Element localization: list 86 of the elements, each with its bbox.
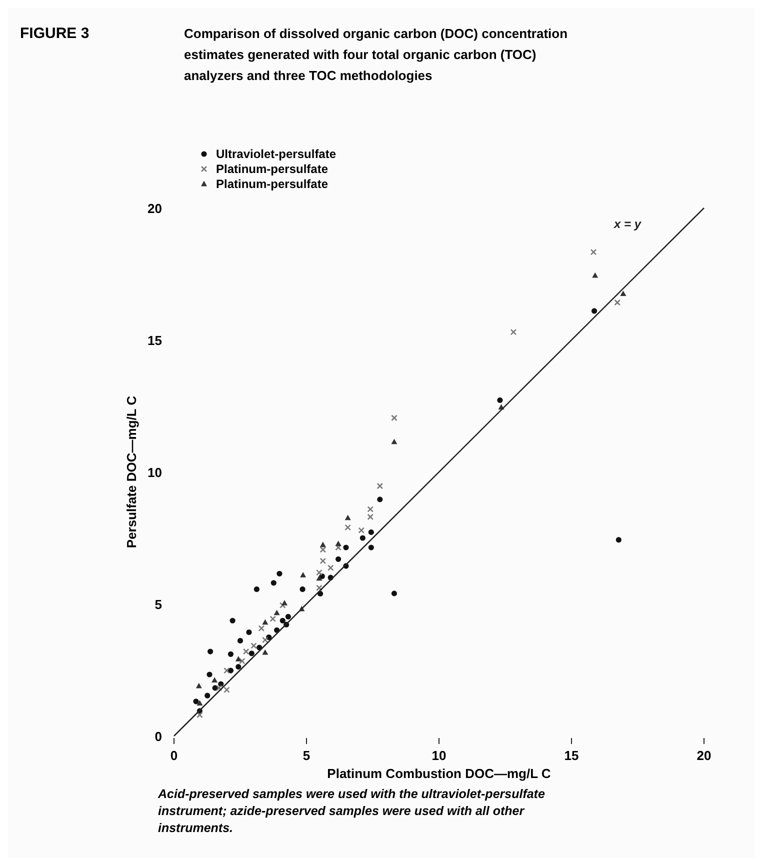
point (236, 664, 242, 670)
point (327, 564, 334, 571)
point (208, 648, 214, 654)
point (196, 700, 203, 706)
y-tick-label: 5 (154, 597, 162, 612)
x-tick-label: 15 (564, 748, 579, 763)
point (343, 544, 349, 550)
point (592, 272, 598, 278)
y-tick-label: 15 (148, 333, 162, 348)
point (285, 614, 292, 620)
x-tick-label: 20 (696, 748, 712, 763)
point (336, 556, 342, 562)
point (212, 677, 218, 682)
point (320, 542, 326, 548)
point (258, 625, 265, 632)
point (316, 575, 322, 581)
point (510, 328, 517, 336)
point (368, 544, 374, 550)
text: x = y (613, 217, 642, 231)
legend-label: Platinum-persulfate (216, 177, 328, 191)
point (316, 584, 322, 592)
chart-subtitle: Comparison of dissolved organic carbon (DOC) concentration estimates generated with four total organic carbon (TOC) analyzers and three TOC methodologies (184, 26, 568, 83)
point (242, 648, 250, 655)
point (270, 616, 276, 622)
point (262, 619, 268, 625)
point (224, 667, 230, 674)
point (358, 527, 365, 534)
point (270, 580, 276, 586)
point (274, 610, 280, 616)
y-tick-label: 0 (154, 729, 162, 744)
x-tick-label: 0 (170, 748, 178, 763)
point (262, 649, 268, 655)
point (280, 618, 286, 624)
point (254, 586, 260, 592)
point (317, 590, 324, 597)
point (300, 572, 306, 578)
point (238, 658, 246, 664)
point (196, 712, 203, 718)
point (300, 586, 306, 592)
point (335, 544, 342, 551)
point (320, 558, 326, 564)
y-tick-label: 20 (148, 201, 162, 216)
point (250, 642, 257, 649)
point (280, 602, 286, 608)
point (204, 692, 210, 698)
x-tick-label: 10 (432, 748, 446, 763)
legend-label: Platinum-persulfate (216, 162, 328, 176)
point (376, 482, 384, 490)
point (248, 650, 254, 656)
legend-label: Ultraviolet-persulfate (216, 147, 336, 161)
point (206, 672, 212, 678)
y-tick-label: 10 (148, 465, 162, 480)
point (391, 414, 398, 422)
point (391, 438, 398, 444)
point (316, 569, 322, 576)
point (246, 629, 252, 636)
point (497, 397, 503, 403)
point (391, 590, 398, 596)
point (360, 535, 366, 541)
point (614, 299, 620, 306)
text: Acid-preserved samples were used with the ultraviolet-persulfate instrument; azide-preserved samples were used with all other instruments. (157, 787, 545, 835)
point (193, 698, 199, 704)
y-axis-title: Persulfate DOC—mg/L C (124, 395, 139, 548)
point (282, 600, 288, 606)
point (344, 524, 351, 531)
x-tick-label: 5 (302, 748, 310, 763)
point (228, 651, 234, 657)
point (616, 537, 622, 543)
point (368, 529, 374, 535)
point (262, 636, 268, 644)
point (235, 656, 242, 662)
point (276, 570, 282, 576)
point (196, 682, 202, 688)
point (367, 506, 374, 512)
chart-title: FIGURE 3 (20, 25, 90, 42)
point (590, 248, 597, 256)
point (367, 514, 374, 520)
point (344, 514, 351, 520)
point (620, 290, 626, 296)
point (335, 540, 342, 546)
point (377, 496, 383, 502)
point (591, 308, 598, 314)
point (230, 618, 236, 624)
x-axis-title: Platinum Combustion DOC—mg/L C (327, 766, 552, 781)
point (320, 546, 326, 553)
point (237, 638, 244, 644)
